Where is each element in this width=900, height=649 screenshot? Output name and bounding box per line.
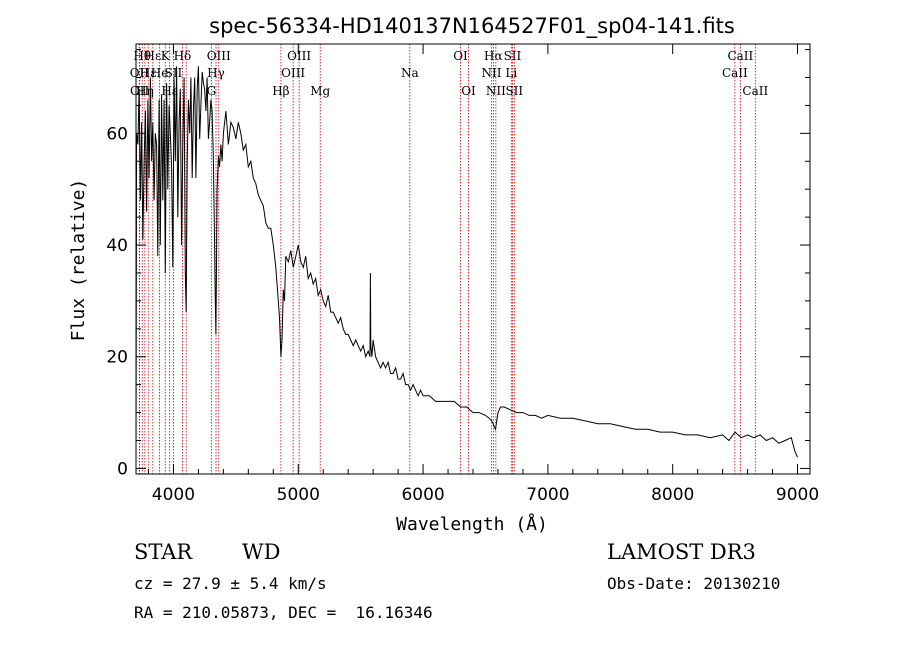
spectrum-line (135, 66, 798, 466)
line-marker-label: K (161, 49, 171, 63)
line-marker-label: CaII (727, 49, 753, 63)
line-marker-label: Hη (136, 84, 154, 98)
y-tick-label: 60 (106, 124, 128, 144)
line-marker-label: CaII (742, 84, 768, 98)
line-marker-label: Hε (140, 66, 157, 80)
x-tick-label: 6000 (401, 485, 444, 505)
line-marker-label: OIII (287, 49, 311, 63)
line-marker-label: Hθ (133, 49, 151, 63)
line-marker-label: Hβ (272, 84, 289, 98)
x-axis-ticks: 4000 5000 6000 7000 8000 9000 (147, 44, 819, 505)
line-marker-label: Hε (161, 84, 178, 98)
y-axis-ticks: 0 20 40 60 (106, 49, 810, 479)
y-tick-label: 40 (106, 236, 128, 256)
line-marker-label: Li (505, 66, 517, 80)
observation-date: Obs-Date: 20130210 (607, 574, 781, 593)
line-marker-label: OI (461, 84, 476, 98)
line-marker-label: NII (481, 66, 501, 80)
line-marker-label: SII (504, 49, 522, 63)
line-marker-label: Na (401, 66, 419, 80)
coordinates: RA = 210.05873, DEC = 16.16346 (134, 603, 433, 622)
y-tick-label: 0 (117, 459, 128, 479)
x-tick-label: 7000 (526, 485, 569, 505)
line-marker-label: Mg (310, 84, 330, 98)
line-marker-label: G (207, 84, 217, 98)
survey-name: LAMOST DR3 (607, 540, 756, 564)
line-marker-label: CaII (722, 66, 748, 80)
x-tick-label: 4000 (152, 485, 195, 505)
y-axis-label: Flux (relative) (68, 179, 89, 342)
object-subclass: WD (242, 540, 281, 564)
line-marker-label: OIII (281, 66, 305, 80)
line-marker-label: Hε (145, 49, 162, 63)
chart-title: spec-56334-HD140137N164527F01_sp04-141.f… (209, 14, 735, 39)
line-markers (138, 44, 756, 474)
line-marker-label: OIII (207, 49, 231, 63)
line-marker-label: OI (453, 49, 468, 63)
x-tick-label: 8000 (651, 485, 694, 505)
line-marker-labels: OIIOIIHθHηHεHεHeKHεSIIHδGHγOIIIHβOIIIOII… (130, 49, 769, 98)
line-marker-label: Hδ (174, 49, 192, 63)
plot-frame (135, 43, 811, 475)
x-axis-label: Wavelength (Å) (396, 513, 548, 535)
line-marker-label: OII (130, 66, 150, 80)
line-marker-label: OII (130, 84, 150, 98)
line-marker-label: Hα (484, 49, 503, 63)
line-marker-label: Hγ (207, 66, 225, 80)
line-marker-label: NII (486, 84, 506, 98)
x-tick-label: 9000 (776, 485, 819, 505)
y-tick-label: 20 (106, 348, 128, 368)
line-marker-label: He (151, 66, 169, 80)
redshift-cz: cz = 27.9 ± 5.4 km/s (134, 574, 327, 593)
x-tick-label: 5000 (277, 485, 320, 505)
line-marker-label: SII (165, 66, 183, 80)
object-class: STAR (134, 540, 193, 564)
line-marker-label: SII (505, 84, 523, 98)
